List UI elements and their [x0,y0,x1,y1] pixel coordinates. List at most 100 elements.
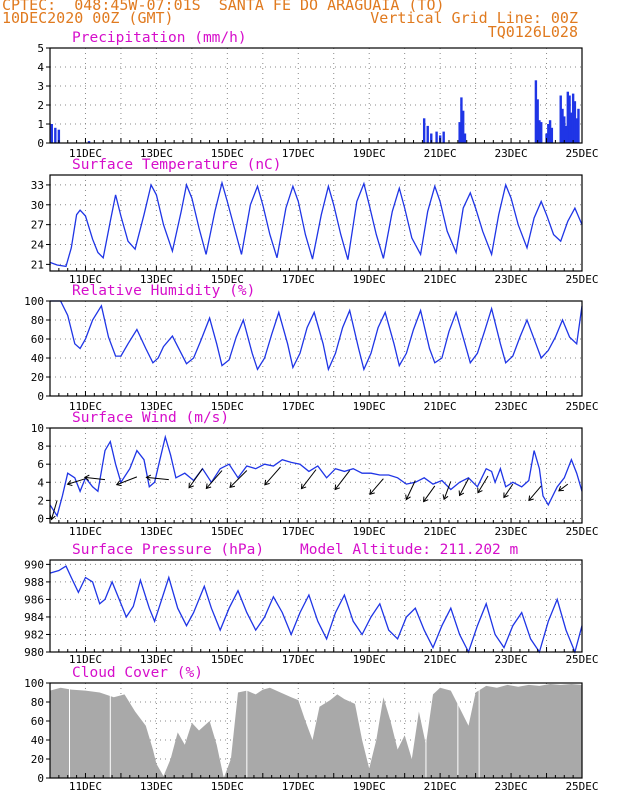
series-line [50,300,583,372]
panel-3: 0 2 4 6 8 10 11DEC 13DEC 15DEC 17DEC 19DEC 21DEC 23D… [31,410,599,538]
series-line [49,565,583,655]
wind-arrowhead [300,483,307,490]
x-tick-label: 23DEC [495,525,528,538]
wind-arrowhead [458,490,465,497]
y-tick-label: 40 [31,734,44,747]
y-tick-label: 6 [37,458,44,471]
x-tick-label: 19DEC [353,525,386,538]
panel-annotation: Model Altitude: 211.202 m [300,542,519,558]
x-tick-label: 17DEC [282,525,315,538]
y-tick-label: 4 [37,476,44,489]
precip-bar [559,95,562,143]
x-tick-label: 15DEC [211,780,244,793]
panel-0: 0 1 2 3 4 5 11DEC 13DEC 15DEC 17DEC 19DEC 21DEC 23DE… [37,30,598,160]
wind-arrow [528,485,542,501]
series-line [49,180,583,268]
wind-arrow [51,500,58,520]
x-tick-label: 11DEC [69,525,102,538]
y-tick-label: 980 [24,646,44,659]
x-tick-label: 13DEC [140,400,173,413]
y-tick-label: 0 [37,512,44,525]
y-tick-label: 20 [31,753,44,766]
panel-title: Surface Temperature (nC) [72,157,282,173]
wind-arrowhead [264,479,270,486]
wind-arrow [84,476,106,481]
wind-arrow [443,481,452,500]
x-tick-label: 17DEC [282,780,315,793]
header-run-date: 10DEC2020 00Z (GMT) [2,9,174,27]
x-tick-label: 25DEC [565,780,598,793]
panel-5: 0 20 40 60 80 100 11DEC 13DEC 15DEC 17DEC 19DEC 21D… [24,665,598,793]
y-tick-label: 100 [24,677,44,690]
wind-arrow [503,483,514,498]
precip-bar [534,80,538,143]
y-tick-label: 984 [24,611,44,624]
precip-bar [442,131,445,143]
x-tick-label: 21DEC [424,780,457,793]
x-tick-label: 15DEC [211,273,244,286]
wind-arrow [264,466,281,486]
y-tick-label: 988 [24,576,44,589]
x-tick-label: 19DEC [353,400,386,413]
precip-bar [57,129,61,143]
y-tick-label: 60 [31,715,44,728]
header-title: CPTEC: 048:45W-07:01S SANTA FE DO ARAGUA… [2,0,445,14]
x-tick-label: 13DEC [140,780,173,793]
y-tick-label: 27 [31,219,44,232]
y-tick-label: 20 [31,371,44,384]
panel-1: 21 24 27 30 33 11DEC 13DEC 15DEC 17DEC 19DEC 21DEC… [31,157,599,286]
x-tick-label: 11DEC [69,780,102,793]
y-tick-label: 0 [37,772,44,785]
x-tick-label: 23DEC [495,147,528,160]
x-tick-label: 25DEC [565,400,598,413]
precip-bar [458,122,461,143]
wind-arrow [116,476,138,486]
precip-bar [536,99,539,143]
y-tick-label: 40 [31,352,44,365]
y-tick-label: 2 [37,99,44,112]
precip-bar [461,110,465,143]
x-tick-label: 15DEC [211,525,244,538]
wind-arrow [188,468,203,489]
header-grid-note: Vertical Grid Line: 00Z [370,9,578,27]
y-tick-label: 5 [37,42,44,55]
wind-arrowhead [66,480,73,487]
precip-bar [426,125,429,143]
panel-frame [49,559,583,653]
x-tick-label: 25DEC [565,525,598,538]
wind-arrow [301,469,317,489]
x-tick-label: 13DEC [140,273,173,286]
panel-frame [49,47,583,144]
x-tick-label: 19DEC [353,780,386,793]
y-tick-label: 21 [31,258,44,271]
series-line [49,434,583,518]
y-tick-label: 986 [24,593,44,606]
x-tick-label: 25DEC [565,653,598,666]
wind-arrow [229,470,248,488]
x-tick-label: 15DEC [211,653,244,666]
precip-bar [460,97,463,143]
wind-arrowhead [205,483,212,490]
y-tick-label: 33 [31,179,44,192]
precip-bar [87,141,91,143]
y-tick-label: 0 [37,137,44,150]
precip-bar [50,124,53,143]
x-tick-label: 19DEC [353,273,386,286]
precip-bar [550,127,554,143]
precip-bar [538,120,541,143]
wind-arrow [67,478,86,485]
x-tick-label: 19DEC [353,653,386,666]
x-tick-label: 13DEC [140,525,173,538]
precip-bar [568,95,571,143]
panel-title: Surface Pressure (hPa) [72,542,264,558]
panel-frame [49,174,583,272]
wind-arrowhead [145,474,152,481]
wind-arrowhead [334,484,340,491]
precip-bar [54,127,57,143]
panel-4: 980 982 984 986 988 990 11DEC 13DEC 15DEC 17DEC 19… [24,542,598,666]
precip-bar [422,118,426,143]
wind-arrowhead [115,480,122,487]
panel-title: Precipitation (mm/h) [72,30,247,46]
precip-bar [577,108,580,143]
precip-bar [566,91,570,143]
